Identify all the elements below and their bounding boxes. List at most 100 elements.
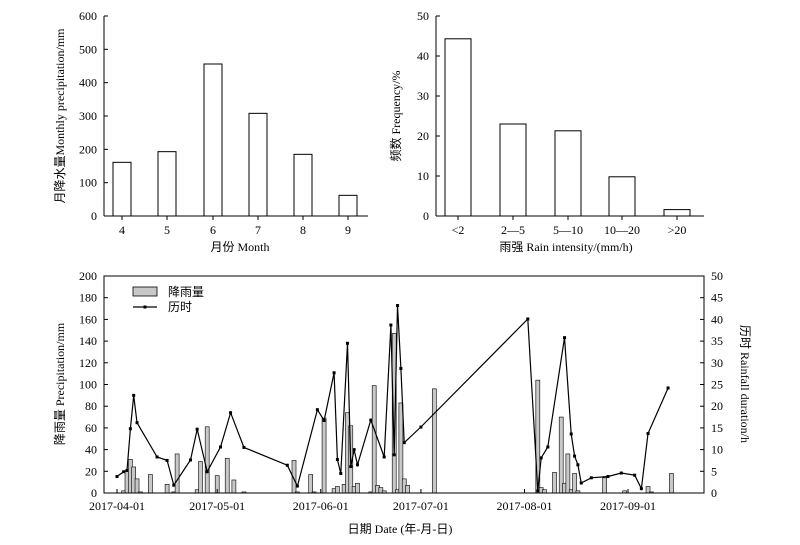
c1-y-tick-label: 400 <box>79 76 97 90</box>
c3-y-tick-label: 40 <box>85 443 97 457</box>
c3-duration-point <box>295 484 299 488</box>
c3-duration-point <box>205 470 209 474</box>
legend-bar-swatch <box>132 286 158 297</box>
c3-duration-point <box>579 481 583 485</box>
c2-axes: 0 10 20 30 40 50 <2 2—5 5—10 10—20 >20 <box>417 9 704 237</box>
c3-x-tick-label: 2017-08-01 <box>496 499 552 513</box>
c2-x-tick-label: 2—5 <box>501 223 525 237</box>
c3-duration-point <box>369 418 373 422</box>
c3-rain-bar <box>231 479 237 494</box>
c3-duration-point <box>666 386 670 390</box>
c3-y-tick-label: 200 <box>79 269 97 283</box>
c3-duration-point <box>633 473 637 477</box>
c3-duration-point <box>392 453 396 457</box>
c3-y-tick-label: 180 <box>79 291 97 305</box>
c2-bar <box>444 38 472 217</box>
c1-y-tick-label: 0 <box>91 209 97 223</box>
legend-marker <box>143 305 147 309</box>
c3-rain-bar <box>602 477 607 494</box>
c3-y-axis-label: 降雨量 Precipitation/mm <box>53 322 67 445</box>
c3-duration-point <box>396 304 400 308</box>
c2-bars <box>444 38 691 217</box>
c3-y-tick-label: 80 <box>85 399 97 413</box>
legend-item-duration: 历时 <box>168 300 192 314</box>
c3-y2-tick-label: 5 <box>711 464 717 478</box>
c3-duration-point <box>332 371 336 375</box>
c3-duration-point <box>402 441 406 445</box>
c3-y2-tick-label: 15 <box>711 421 723 435</box>
c3-duration-point <box>546 445 550 449</box>
c3-duration-point <box>122 470 126 474</box>
c3-duration-point <box>646 432 650 436</box>
c1-y-tick-label: 600 <box>79 9 97 23</box>
c3-rain-bar <box>565 453 571 494</box>
c3-plot-frame <box>103 275 705 494</box>
c3-y2-tick-label: 10 <box>711 443 723 457</box>
c3-y-tick-label: 100 <box>79 378 97 392</box>
c3-duration-point <box>322 419 326 423</box>
c3-duration-point <box>389 323 393 327</box>
c1-x-axis-label: 月份 Month <box>210 240 269 254</box>
c2-y-tick-label: 30 <box>417 89 429 103</box>
c1-x-tick-label: 6 <box>210 223 216 237</box>
c3-rain-bar <box>134 478 140 494</box>
c1-axes: 0 100 200 300 400 500 600 4 5 6 7 8 9 <box>79 9 368 237</box>
c3-duration-point <box>619 471 623 475</box>
c1-x-tick-label: 5 <box>164 223 170 237</box>
c3-rain-bar <box>371 385 377 494</box>
c3-duration-point <box>355 463 359 467</box>
c1-y-tick-label: 300 <box>79 109 97 123</box>
c3-duration-point <box>135 421 139 425</box>
c3-duration-point <box>339 471 343 475</box>
rain-intensity-chart: 0 10 20 30 40 50 <2 2—5 5—10 10—20 >20 频数 Frequenc… <box>388 9 704 254</box>
c3-duration-point <box>419 425 423 429</box>
c3-duration-line <box>115 304 670 493</box>
c3-y-tick-label: 20 <box>85 464 97 478</box>
c1-x-tick-label: 7 <box>255 223 261 237</box>
c3-duration-point <box>219 445 223 449</box>
c3-y2-tick-label: 30 <box>711 356 723 370</box>
c3-rain-bar <box>431 388 437 494</box>
c3-duration-point <box>115 475 119 479</box>
c3-rain-bar <box>321 417 327 494</box>
c1-y-tick-label: 200 <box>79 142 97 156</box>
c3-duration-point <box>539 456 543 460</box>
c3-y2-tick-label: 25 <box>711 378 723 392</box>
c3-y-tick-label: 60 <box>85 421 97 435</box>
c1-bar <box>203 63 223 217</box>
c3-duration-point <box>606 475 610 479</box>
c2-x-tick-label: 5—10 <box>553 223 583 237</box>
c2-x-tick-label: 10—20 <box>604 223 640 237</box>
c3-rain-bar <box>669 473 674 494</box>
c3-duration-point <box>382 455 386 459</box>
c3-y2-tick-label: 45 <box>711 291 723 305</box>
c3-y2-tick-label: 40 <box>711 312 723 326</box>
c3-duration-point <box>335 458 339 462</box>
c3-duration-point <box>172 483 176 487</box>
c1-bar <box>157 151 177 217</box>
c1-x-tick-label: 4 <box>119 223 125 237</box>
c3-y-tick-label: 120 <box>79 356 97 370</box>
c2-y-axis-label: 频数 Frequency/% <box>388 71 403 162</box>
c1-bars <box>112 63 358 217</box>
c3-rain-bar <box>204 426 210 494</box>
c3-rain-bar <box>558 416 564 494</box>
c3-duration-point <box>242 445 246 449</box>
c3-duration-point <box>155 455 159 459</box>
c1-y-tick-label: 100 <box>79 176 97 190</box>
c3-x-tick-label: 2017-06-01 <box>293 499 349 513</box>
c3-y-tick-label: 160 <box>79 312 97 326</box>
c3-y2-axis-label: 历时 Rainfall duration/h <box>738 325 752 443</box>
c3-duration-point <box>345 341 349 345</box>
c2-y-tick-label: 20 <box>417 129 429 143</box>
c3-x-tick-label: 2017-04-01 <box>89 499 145 513</box>
c3-x-tick-label: 2017-09-01 <box>600 499 656 513</box>
c3-x-tick-label: 2017-05-01 <box>189 499 245 513</box>
c3-duration-point <box>569 432 573 436</box>
c3-rain-bar <box>148 474 153 494</box>
c3-duration-point <box>526 317 530 321</box>
c3-duration-point <box>576 463 580 467</box>
c3-y2-tick-label: 35 <box>711 334 723 348</box>
c3-duration-point <box>399 366 403 370</box>
